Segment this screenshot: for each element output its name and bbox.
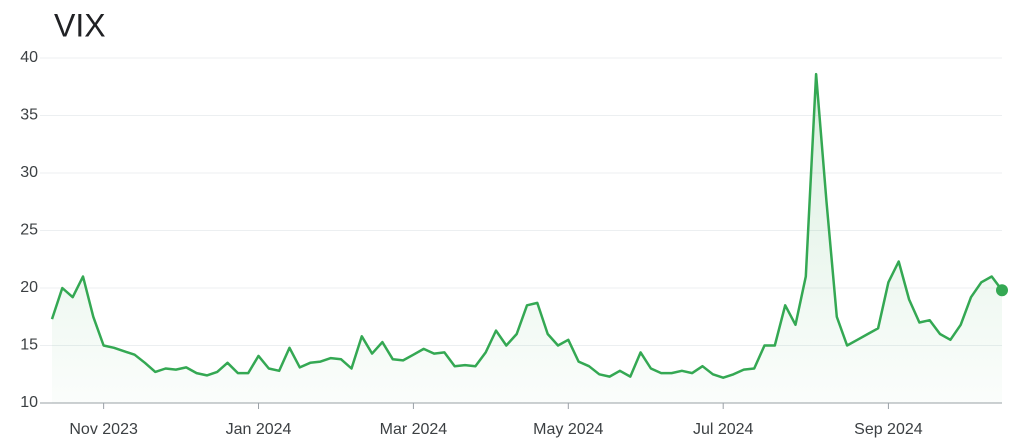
x-tick-label: Nov 2023 [69, 421, 138, 438]
area [52, 74, 1002, 403]
x-tick-label: May 2024 [533, 421, 603, 438]
end-point [996, 284, 1008, 297]
y-tick-label: 10 [20, 394, 38, 411]
chart-title: VIX [54, 7, 106, 43]
y-tick-label: 35 [20, 107, 38, 124]
x-tick-label: Jan 2024 [226, 421, 292, 438]
y-tick-label: 40 [20, 49, 38, 66]
line [50, 72, 1004, 379]
y-tick-label: 20 [20, 279, 38, 296]
x-tick-label: Mar 2024 [380, 421, 448, 438]
y-tick-label: 25 [20, 222, 38, 239]
y-tick-label: 30 [20, 164, 38, 181]
y-tick-label: 15 [20, 337, 38, 354]
x-tick-label: Sep 2024 [854, 421, 923, 438]
x-tick-label: Jul 2024 [693, 421, 754, 438]
